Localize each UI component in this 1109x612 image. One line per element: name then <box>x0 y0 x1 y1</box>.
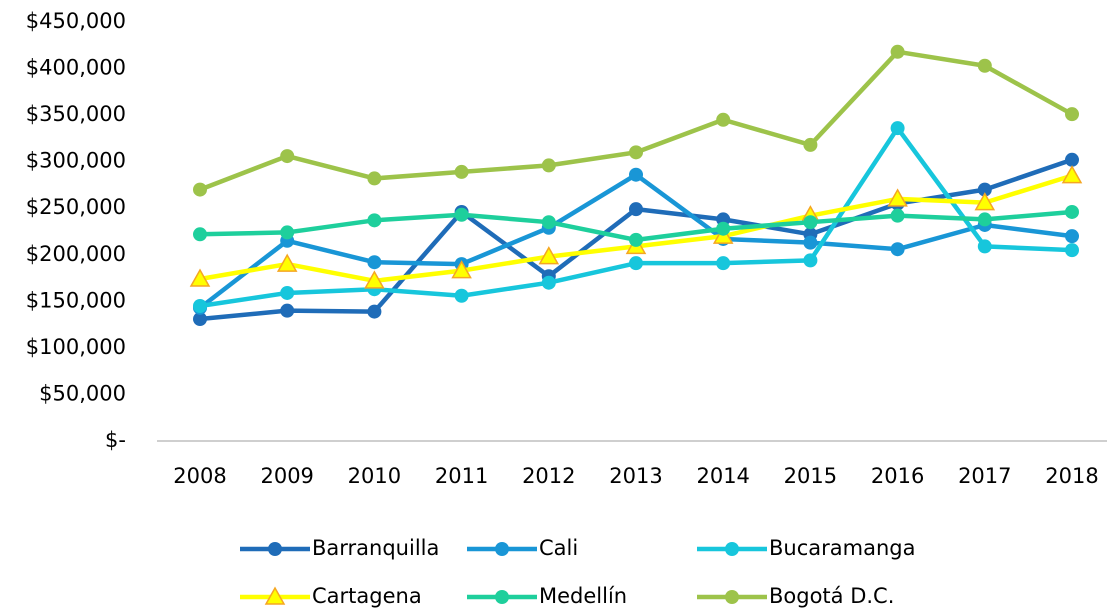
data-point <box>977 212 992 227</box>
data-point <box>538 246 560 265</box>
data-point <box>280 303 295 318</box>
x-tick-label: 2015 <box>784 464 837 488</box>
legend-marker <box>725 590 739 604</box>
y-tick-label: $150,000 <box>26 288 126 312</box>
data-point <box>890 121 905 136</box>
data-point <box>1065 152 1079 167</box>
data-point <box>716 112 731 127</box>
data-point <box>367 213 382 228</box>
x-tick-label: 2009 <box>260 464 313 488</box>
data-point <box>193 298 207 313</box>
data-point <box>629 167 643 182</box>
legend-marker <box>268 542 282 556</box>
x-tick-label: 2013 <box>609 464 662 488</box>
data-point <box>367 304 382 319</box>
y-tick-label: $450,000 <box>26 9 126 33</box>
data-point <box>887 188 908 207</box>
y-tick-label: $- <box>105 428 126 452</box>
x-tick-label: 2008 <box>173 464 226 488</box>
x-tick-label: 2018 <box>1045 464 1098 488</box>
data-point <box>541 215 556 230</box>
data-point <box>541 275 556 290</box>
data-point <box>454 207 469 222</box>
data-point <box>280 225 295 240</box>
data-point <box>1065 243 1079 258</box>
data-point <box>890 242 905 257</box>
data-point <box>276 253 298 272</box>
data-point <box>803 235 818 250</box>
legend-label: Bogotá D.C. <box>769 584 894 608</box>
data-point <box>1065 107 1079 122</box>
y-tick-label: $100,000 <box>26 335 126 359</box>
data-point <box>1065 229 1079 244</box>
data-point <box>629 145 643 160</box>
data-point <box>1065 204 1079 219</box>
y-tick-label: $50,000 <box>39 381 126 405</box>
legend-label: Medellín <box>539 584 627 608</box>
legend-marker <box>725 542 739 556</box>
data-point <box>454 164 469 179</box>
data-point <box>974 192 996 211</box>
data-point <box>716 256 731 271</box>
legend-marker <box>495 590 509 604</box>
data-point <box>367 255 382 270</box>
data-point <box>977 239 992 254</box>
data-point <box>803 215 818 230</box>
data-point <box>977 58 992 73</box>
legend-label: Barranquilla <box>312 536 439 560</box>
data-point <box>451 260 472 279</box>
data-point <box>629 202 643 217</box>
data-point <box>890 208 905 223</box>
legend-marker <box>264 586 286 605</box>
x-tick-label: 2010 <box>348 464 401 488</box>
x-tick-label: 2012 <box>522 464 575 488</box>
data-point <box>367 171 382 186</box>
data-point <box>193 227 207 242</box>
data-point <box>364 270 385 289</box>
data-point <box>890 44 905 59</box>
x-tick-label: 2016 <box>871 464 924 488</box>
data-point <box>280 149 295 164</box>
x-tick-label: 2011 <box>435 464 488 488</box>
data-point <box>193 182 207 197</box>
data-point <box>803 137 818 152</box>
data-point <box>189 268 211 287</box>
data-point <box>977 182 992 197</box>
y-tick-label: $400,000 <box>26 56 126 80</box>
data-point <box>280 285 295 300</box>
x-tick-label: 2014 <box>696 464 749 488</box>
x-tick-label: 2017 <box>958 464 1011 488</box>
data-point <box>193 312 207 327</box>
y-tick-label: $200,000 <box>26 242 126 266</box>
data-point <box>803 253 818 268</box>
data-point <box>541 158 556 173</box>
legend-label: Cali <box>539 536 578 560</box>
y-tick-label: $300,000 <box>26 149 126 173</box>
legend-label: Bucaramanga <box>769 536 915 560</box>
legend-marker <box>495 542 509 556</box>
data-point <box>716 221 731 236</box>
data-point <box>629 232 643 247</box>
data-point <box>1061 165 1083 184</box>
legend-label: Cartagena <box>312 584 422 608</box>
data-point <box>454 288 469 303</box>
y-tick-label: $250,000 <box>26 195 126 219</box>
y-tick-label: $350,000 <box>26 102 126 126</box>
data-point <box>629 256 643 271</box>
